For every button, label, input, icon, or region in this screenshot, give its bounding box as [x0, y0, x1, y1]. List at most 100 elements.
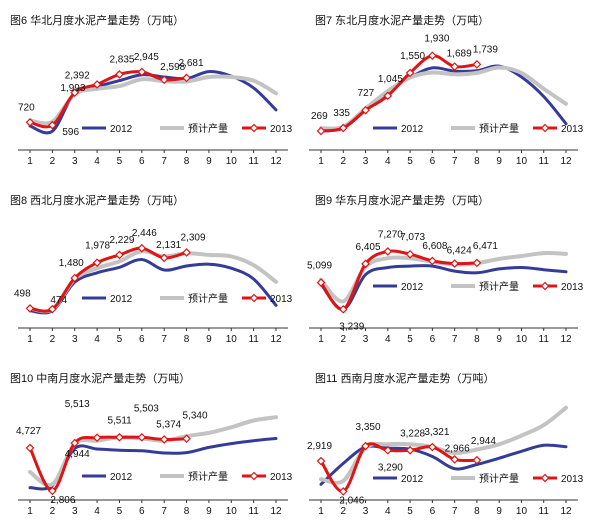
data-label: 596	[62, 127, 79, 138]
x-tick-label: 2	[340, 334, 346, 345]
legend-label: 2013	[270, 124, 293, 135]
series-2013-point	[361, 441, 370, 451]
series-2013-point	[338, 123, 348, 133]
series-2013-point	[115, 250, 124, 260]
legend-marker	[540, 123, 550, 133]
x-tick-label: 3	[363, 334, 369, 345]
data-label: 2,919	[307, 441, 332, 452]
series-2013-point	[405, 68, 415, 78]
series-2013-point	[48, 304, 57, 314]
x-tick-label: 2	[340, 506, 346, 517]
data-label: 2,392	[65, 71, 90, 82]
x-tick-label: 11	[539, 156, 550, 167]
chart-panel: 图9 华东月度水泥产量走势（万吨）1 2 3 4 5 6 7 8 9 10 11 125,0993,2…	[307, 193, 584, 345]
x-tick-label: 7	[161, 156, 167, 167]
x-tick-label: 2	[50, 334, 56, 345]
data-label: 2,229	[109, 235, 134, 246]
x-tick-label: 5	[117, 334, 123, 345]
series-2013-point	[450, 259, 459, 268]
data-label: 5,340	[183, 411, 208, 422]
data-label: 2,446	[132, 228, 157, 239]
x-tick-label: 8	[474, 334, 480, 345]
series-2012-line	[28, 437, 278, 491]
series-2013-point	[383, 445, 393, 455]
x-tick-label: 1	[27, 334, 33, 345]
data-label: 727	[358, 88, 375, 99]
legend-label: 2012	[110, 472, 133, 483]
series-2013-point	[70, 273, 80, 283]
data-label: 1,045	[378, 74, 403, 85]
data-label: 2,945	[134, 52, 159, 63]
series-2013-point	[472, 258, 482, 268]
legend-label: 2013	[270, 294, 293, 305]
legend-label: 2012	[110, 294, 133, 305]
x-tick-label: 5	[117, 156, 123, 167]
legend-marker	[249, 293, 259, 303]
data-label: 2,681	[179, 58, 204, 69]
series-2013-point	[159, 75, 169, 85]
x-tick-label: 3	[72, 334, 78, 345]
data-label: 2,966	[445, 443, 470, 454]
legend-label: 2012	[401, 474, 424, 485]
x-tick-label: 8	[474, 156, 480, 167]
data-label: 2,806	[50, 495, 75, 506]
series-2013-point	[450, 62, 459, 71]
data-label: 3,239	[339, 321, 364, 332]
data-label: 1,930	[424, 34, 449, 45]
x-tick-label: 4	[94, 156, 100, 167]
chart-panel: 图11 西南月度水泥产量走势（万吨）1 2 3 4 5 6 7 8 9 10 11 122,9192,…	[307, 371, 584, 517]
x-tick-label: 9	[496, 334, 502, 345]
x-tick-label: 6	[430, 506, 436, 517]
series-2013-point	[428, 256, 437, 266]
data-label: 1,550	[400, 51, 425, 62]
series-2013-point	[25, 443, 35, 453]
x-tick-label: 1	[318, 334, 324, 345]
legend-label: 2012	[401, 282, 424, 293]
x-tick-label: 8	[184, 506, 190, 517]
x-tick-label: 4	[94, 506, 100, 517]
legend-marker	[540, 281, 550, 291]
chart-panel: 图6 华北月度水泥产量走势（万吨）1 2 3 4 5 6 7 8 9 10 11 127201,993…	[10, 13, 293, 167]
x-tick-label: 8	[184, 156, 190, 167]
series-2013-point	[182, 434, 191, 444]
x-tick-label: 11	[248, 506, 259, 517]
chart-title: 图9 华东月度水泥产量走势（万吨）	[315, 193, 489, 207]
chart-title: 图6 华北月度水泥产量走势（万吨）	[10, 13, 184, 27]
series-2013-point	[70, 438, 80, 448]
data-label: 2,835	[109, 54, 134, 65]
series-2013-point	[450, 455, 459, 464]
x-tick-label: 1	[318, 506, 324, 517]
x-tick-label: 2	[50, 506, 56, 517]
series-2013-point	[92, 258, 102, 268]
data-label: 720	[18, 102, 35, 113]
x-tick-label: 11	[539, 334, 550, 345]
x-tick-label: 6	[430, 334, 436, 345]
legend-marker	[540, 473, 550, 483]
x-tick-label: 12	[560, 156, 572, 167]
legend-marker	[249, 471, 259, 481]
data-label: 6,471	[473, 241, 498, 252]
data-label: 269	[311, 111, 328, 122]
data-label: 3,228	[400, 428, 425, 439]
x-tick-label: 7	[161, 334, 167, 345]
x-tick-label: 1	[27, 506, 33, 517]
x-tick-label: 2	[50, 156, 56, 167]
x-tick-label: 10	[516, 506, 528, 517]
data-label: 474	[50, 295, 67, 306]
data-label: 7,073	[400, 232, 425, 243]
x-tick-label: 1	[318, 156, 324, 167]
series-2013-point	[405, 249, 415, 259]
series-2013-point	[361, 259, 370, 269]
x-tick-label: 5	[407, 156, 413, 167]
legend-label: 预计产量	[479, 122, 519, 135]
x-tick-label: 12	[560, 334, 572, 345]
data-label: 6,405	[356, 242, 381, 253]
x-tick-label: 11	[539, 506, 550, 517]
legend-label: 预计产量	[188, 292, 228, 305]
x-tick-label: 11	[248, 156, 259, 167]
data-label: 1,480	[59, 258, 84, 269]
data-label: 335	[333, 108, 350, 119]
data-label: 6,424	[447, 246, 472, 257]
